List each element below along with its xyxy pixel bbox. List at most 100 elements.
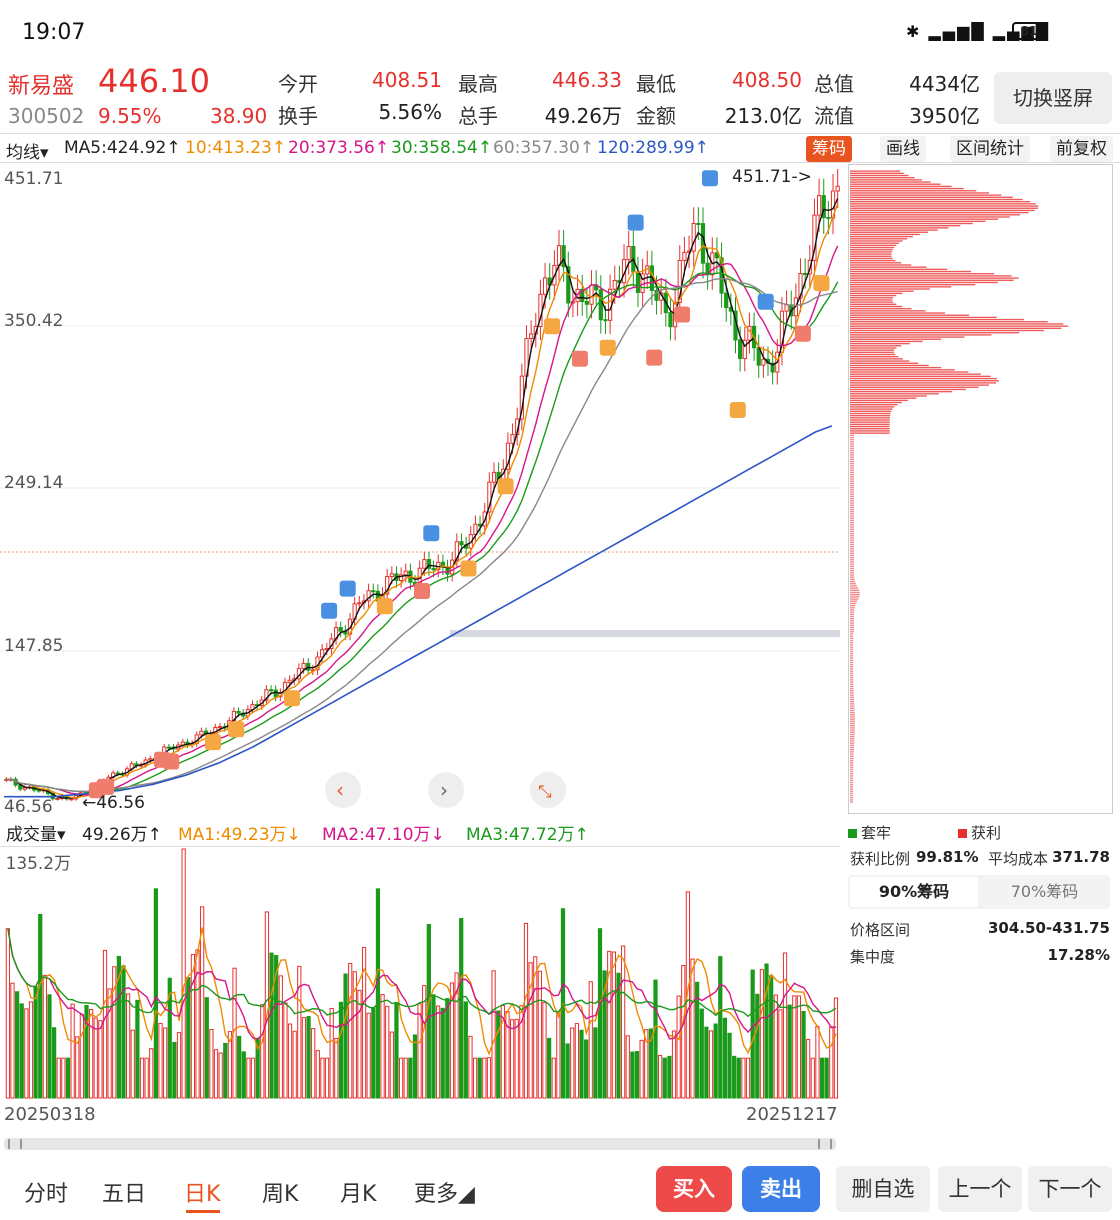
chip-bar xyxy=(849,703,855,705)
chip-bar xyxy=(849,190,977,192)
chip-bar xyxy=(849,430,890,432)
switch-orientation-button[interactable]: 切换竖屏 xyxy=(994,72,1112,124)
candlestick-chart[interactable]: 451.71 350.42 249.14 147.85 46.56 451.71… xyxy=(0,164,840,814)
chips-distribution-chart xyxy=(848,164,1113,814)
sell-button[interactable]: 卖出 xyxy=(742,1166,820,1212)
chip-bar xyxy=(849,733,855,736)
chip-bar xyxy=(849,642,853,644)
ma-selector[interactable]: 均线▾ xyxy=(6,143,49,163)
chip-bar xyxy=(849,565,854,568)
indicator-selector[interactable]: 成交量▾ xyxy=(6,825,66,845)
volume-bar xyxy=(283,1002,288,1099)
candle-body xyxy=(817,195,822,216)
volume-bar xyxy=(130,1029,135,1099)
volume-bar xyxy=(787,1004,792,1099)
chip-bar xyxy=(849,288,930,290)
chip-bar xyxy=(849,249,893,251)
chip-bar xyxy=(849,174,909,177)
chip-bar xyxy=(849,443,854,445)
tab-daily-k[interactable]: 日K xyxy=(184,1182,221,1207)
candle-body xyxy=(487,481,492,513)
volume-ma2: MA2:47.10万↓ xyxy=(322,825,445,845)
chip-bar xyxy=(849,314,970,316)
chip-bar xyxy=(849,550,854,552)
volume-bar xyxy=(514,1018,519,1099)
chip-bar xyxy=(849,482,854,485)
chip-bar xyxy=(849,275,1012,277)
scroll-handle-right[interactable] xyxy=(818,1139,832,1149)
chip-bar xyxy=(849,574,855,576)
chip-bar xyxy=(849,447,854,450)
next-stock-button[interactable]: 下一个 xyxy=(1028,1166,1112,1212)
volume-bar xyxy=(676,995,681,1099)
volume-bar xyxy=(644,1029,649,1099)
prev-stock-button[interactable]: 上一个 xyxy=(938,1166,1022,1212)
tab-weekly-k[interactable]: 周K xyxy=(262,1182,299,1207)
chart-scrollbar[interactable] xyxy=(4,1138,836,1150)
profit-ratio-label: 获利比例 xyxy=(850,850,911,868)
volume-bar xyxy=(237,1035,242,1099)
signal-badge xyxy=(627,214,644,231)
price-range-value: 304.50-431.75 xyxy=(988,919,1110,937)
tab-five-day[interactable]: 五日 xyxy=(102,1182,147,1207)
zoom-collapse-button[interactable]: ⤡ xyxy=(530,772,566,808)
tab-intraday[interactable]: 分时 xyxy=(24,1182,69,1207)
volume-bar xyxy=(163,1027,168,1099)
price-axis-label-4: 147.85 xyxy=(4,636,63,656)
chip-bar xyxy=(849,244,897,247)
chip-bar xyxy=(849,742,855,744)
volume-bar xyxy=(311,1028,316,1099)
signal-badge xyxy=(794,325,811,342)
chip-bar xyxy=(849,790,853,792)
volume-bar xyxy=(301,1017,307,1099)
tab-90-chips[interactable]: 90%筹码 xyxy=(850,877,978,907)
chip-bar xyxy=(849,543,854,546)
tab-more[interactable]: 更多◢ xyxy=(414,1182,475,1207)
chip-bar xyxy=(849,299,893,301)
chip-bar xyxy=(849,587,859,589)
signal-badge xyxy=(646,349,663,366)
volume-bar xyxy=(250,1057,256,1099)
chip-bar xyxy=(849,683,854,685)
chip-bar xyxy=(849,768,854,771)
candle-body xyxy=(691,222,696,252)
tab-70-chips[interactable]: 70%筹码 xyxy=(1010,882,1079,901)
chip-bar xyxy=(849,633,853,635)
max-price-marker: 451.71-> xyxy=(732,167,812,187)
buy-button[interactable]: 买入 xyxy=(656,1166,732,1212)
chip-bar xyxy=(849,705,855,707)
range-stats-button[interactable]: 区间统计 xyxy=(950,136,1030,162)
adjust-mode-button[interactable]: 前复权 xyxy=(1050,136,1113,162)
candle-body xyxy=(55,797,60,800)
chip-bar xyxy=(849,176,915,179)
chip-bar xyxy=(849,506,854,509)
scroll-right-button[interactable]: › xyxy=(428,772,464,808)
chip-bar xyxy=(849,698,855,701)
chip-bar xyxy=(849,257,893,260)
volume-bar xyxy=(463,1001,468,1099)
chip-bar xyxy=(849,351,895,354)
volume-chart[interactable]: 135.2万 xyxy=(0,846,840,1100)
remove-watchlist-button[interactable]: 删自选 xyxy=(836,1166,930,1212)
tab-monthly-k[interactable]: 月K xyxy=(340,1182,377,1207)
chip-bar xyxy=(849,358,903,360)
concentration-value: 17.28% xyxy=(1047,946,1110,964)
draw-line-button[interactable]: 画线 xyxy=(880,136,926,162)
scroll-handle-left[interactable] xyxy=(8,1139,22,1149)
volume-ma-lines xyxy=(7,927,837,1056)
volume-bar xyxy=(209,1029,214,1099)
volume-bar xyxy=(634,1051,640,1099)
chip-bar xyxy=(849,692,854,694)
volume-bar xyxy=(449,982,455,1099)
volume-bar xyxy=(445,998,450,1099)
price-range-label: 价格区间 xyxy=(850,921,911,939)
scroll-left-button[interactable]: ‹ xyxy=(325,772,361,808)
ma120-value: 120:289.99↑ xyxy=(597,138,709,158)
chip-bar xyxy=(849,576,855,578)
volume-bar xyxy=(750,969,755,1099)
chip-bar xyxy=(849,297,894,299)
volume-bar xyxy=(792,995,797,1099)
ma20-value: 20:373.56↑ xyxy=(288,138,390,158)
signal-badge xyxy=(729,402,746,419)
chips-toggle-button[interactable]: 筹码 xyxy=(806,136,852,162)
